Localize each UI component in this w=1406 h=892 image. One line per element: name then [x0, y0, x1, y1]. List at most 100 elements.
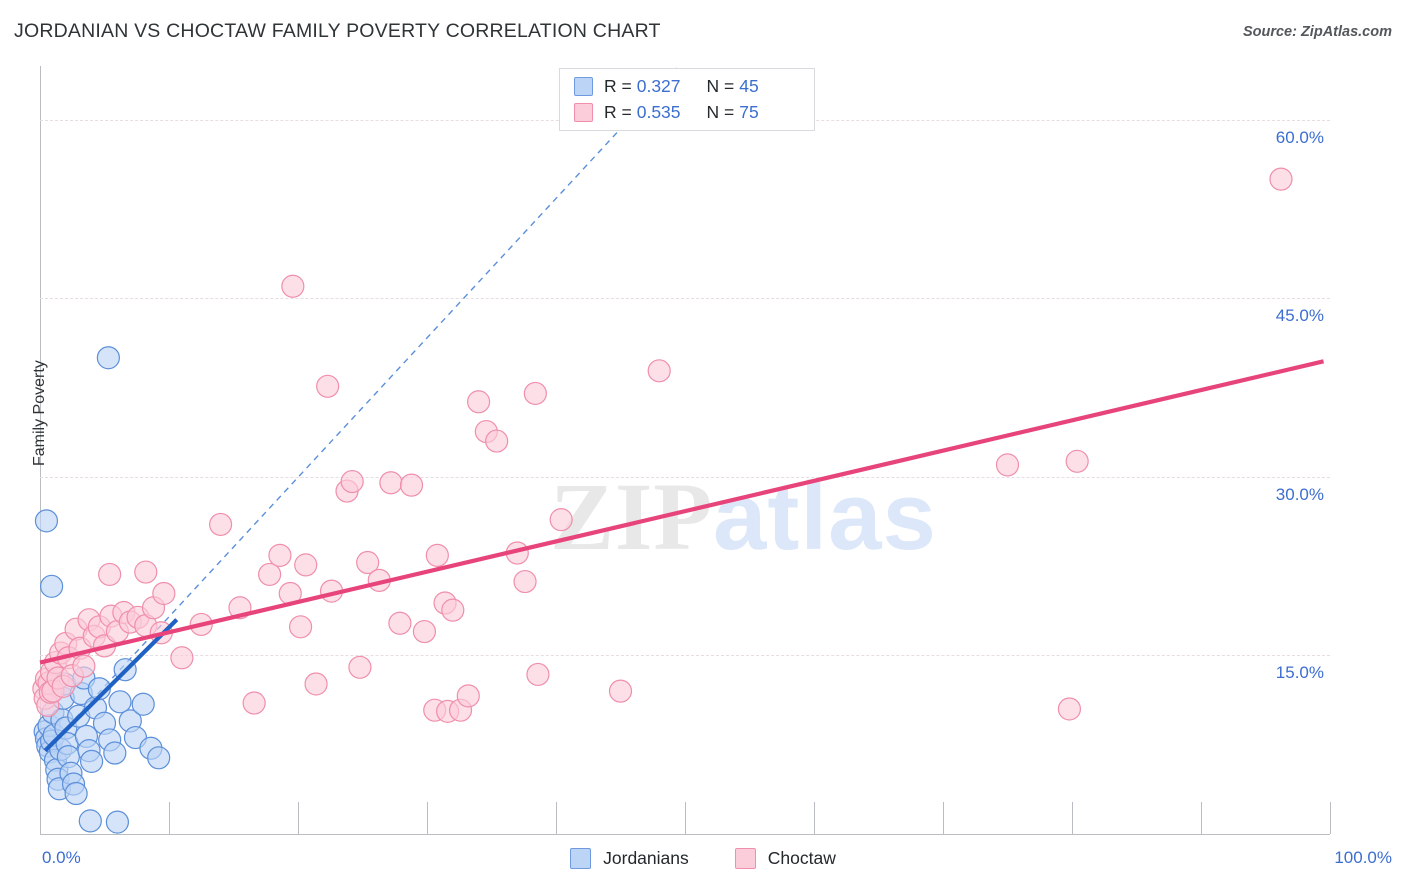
scatter-point[interactable]	[152, 581, 176, 606]
scatter-point[interactable]	[608, 679, 633, 703]
x-axis-tick	[169, 802, 170, 834]
correlation-stats-box: R = 0.327 N = 45 R = 0.535 N = 75	[559, 68, 815, 131]
gridline	[40, 655, 1330, 657]
scatter-point[interactable]	[304, 672, 328, 696]
scatter-point[interactable]	[647, 359, 671, 383]
x-axis-tick	[556, 802, 557, 834]
y-axis-tick-label: 60.0%	[1275, 127, 1324, 147]
scatter-point[interactable]	[64, 781, 88, 806]
scatter-point[interactable]	[526, 662, 550, 687]
stats-row-choctaw: R = 0.535 N = 75	[574, 100, 802, 126]
scatter-point[interactable]	[456, 684, 480, 708]
x-axis-tick	[1072, 802, 1073, 834]
scatter-point[interactable]	[131, 692, 155, 716]
x-axis-tick	[943, 802, 944, 834]
scatter-point[interactable]	[388, 611, 412, 635]
stats-r-value-choctaw: 0.535	[636, 102, 681, 122]
scatter-point[interactable]	[34, 509, 59, 533]
scatter-point[interactable]	[1057, 697, 1082, 721]
series-points-choctaw	[32, 167, 1293, 723]
scatter-point[interactable]	[316, 374, 340, 398]
scatter-point[interactable]	[79, 749, 104, 773]
scatter-point[interactable]	[399, 473, 424, 497]
scatter-point[interactable]	[105, 810, 130, 834]
series-legend: Jordanians Choctaw	[0, 848, 1406, 869]
stats-n-label: N =	[706, 76, 735, 96]
legend-label-jordanians: Jordanians	[603, 848, 689, 868]
scatter-point[interactable]	[40, 574, 64, 598]
scatter-point[interactable]	[170, 646, 194, 670]
scatter-point[interactable]	[425, 543, 449, 567]
legend-label-choctaw: Choctaw	[767, 848, 836, 868]
scatter-point[interactable]	[98, 562, 122, 587]
x-axis-label-max: 100.0%	[1334, 848, 1392, 867]
legend-swatch-jordanians-icon	[570, 848, 592, 869]
stats-swatch-choctaw-icon	[574, 103, 593, 122]
scatter-point[interactable]	[281, 274, 305, 298]
scatter-point[interactable]	[72, 654, 96, 678]
y-axis-tick-label: 30.0%	[1275, 484, 1324, 504]
stats-r-label: R =	[604, 76, 632, 96]
legend-item-choctaw[interactable]: Choctaw	[734, 848, 836, 869]
scatter-point[interactable]	[108, 690, 132, 714]
legend-swatch-choctaw-icon	[734, 848, 756, 869]
scatter-point[interactable]	[87, 677, 111, 701]
scatter-point[interactable]	[1269, 167, 1293, 191]
y-axis-tick-label: 15.0%	[1275, 663, 1324, 683]
legend-item-jordanians[interactable]: Jordanians	[570, 848, 689, 869]
scatter-point[interactable]	[103, 741, 127, 765]
trend-line-jordanians	[43, 618, 179, 753]
scatter-point[interactable]	[412, 619, 437, 644]
x-axis-tick	[814, 802, 815, 834]
scatter-point[interactable]	[379, 471, 403, 495]
gridline	[40, 476, 1330, 478]
stats-row-jordanians: R = 0.327 N = 45	[574, 74, 802, 100]
page-title: JORDANIAN VS CHOCTAW FAMILY POVERTY CORR…	[14, 20, 661, 42]
x-axis-tick	[298, 802, 299, 834]
scatter-point[interactable]	[288, 615, 313, 639]
y-axis-tick-label: 45.0%	[1275, 306, 1324, 326]
series-points-jordanians	[33, 346, 171, 834]
scatter-point[interactable]	[78, 809, 102, 833]
scatter-point[interactable]	[513, 569, 537, 594]
scatter-point[interactable]	[147, 746, 171, 770]
y-axis-line	[40, 66, 41, 834]
x-axis-tick	[1201, 802, 1202, 834]
scatter-point[interactable]	[348, 655, 372, 679]
scatter-point[interactable]	[995, 453, 1020, 477]
scatter-point[interactable]	[242, 691, 266, 715]
x-axis-tick	[1330, 802, 1331, 834]
x-axis-tick	[40, 802, 41, 834]
scatter-point[interactable]	[268, 543, 292, 567]
trend-line-choctaw	[39, 359, 1325, 665]
source-attribution: Source: ZipAtlas.com	[1242, 24, 1392, 40]
scatter-point[interactable]	[356, 550, 380, 575]
scatter-point[interactable]	[294, 553, 318, 577]
stats-n-value-choctaw: 75	[739, 102, 759, 122]
stats-r-value-jordanians: 0.327	[636, 76, 681, 96]
stats-n-value-jordanians: 45	[739, 76, 759, 96]
scatter-point[interactable]	[340, 469, 364, 494]
y-axis-title: Family Poverty	[31, 360, 48, 466]
scatter-point[interactable]	[96, 346, 120, 370]
x-axis-tick	[427, 802, 428, 834]
scatter-layer	[32, 65, 1325, 834]
scatter-point[interactable]	[485, 429, 509, 453]
stats-swatch-jordanians-icon	[574, 77, 593, 96]
scatter-point[interactable]	[258, 562, 282, 587]
x-axis-line	[40, 834, 1330, 835]
trend-projection-jordanians	[44, 65, 680, 752]
x-axis-tick	[685, 802, 686, 834]
stats-n-label: N =	[706, 102, 735, 122]
scatter-point[interactable]	[209, 512, 233, 537]
scatter-point[interactable]	[523, 381, 547, 406]
scatter-point[interactable]	[441, 598, 465, 622]
x-axis-label-min: 0.0%	[42, 848, 81, 867]
gridline	[40, 298, 1330, 300]
scatter-point[interactable]	[467, 390, 491, 414]
scatter-point[interactable]	[1065, 449, 1089, 473]
scatter-point[interactable]	[549, 508, 573, 532]
scatter-point[interactable]	[134, 560, 158, 584]
stats-r-label: R =	[604, 102, 632, 122]
